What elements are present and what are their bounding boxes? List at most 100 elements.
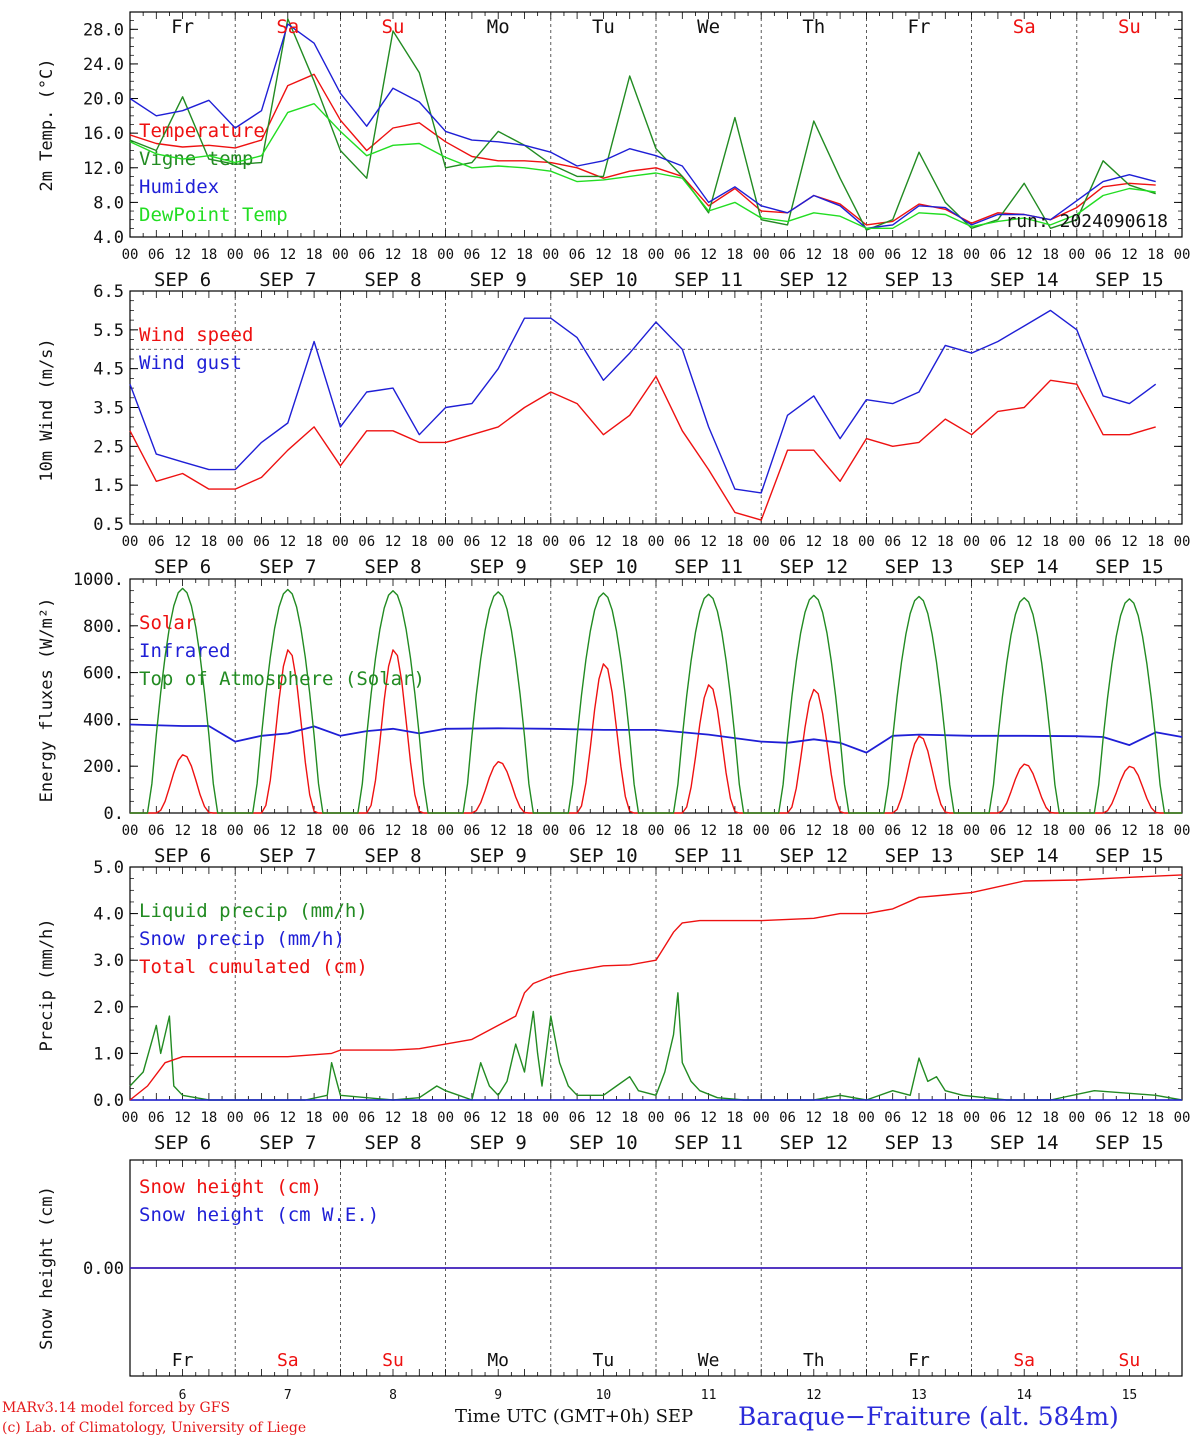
date-label: SEP 11 <box>674 1132 743 1154</box>
legend-entry: Solar <box>139 612 196 634</box>
hour-tick-label: 00 <box>1174 823 1191 839</box>
hour-tick-label: 18 <box>200 1110 217 1126</box>
hour-tick-label: 12 <box>700 1110 717 1126</box>
series-line-4-3 <box>129 874 1183 1101</box>
hour-tick-label: 12 <box>385 534 402 550</box>
hour-tick-label: 06 <box>779 534 796 550</box>
hour-tick-label: 00 <box>437 247 454 263</box>
hour-tick-label: 12 <box>174 534 191 550</box>
hour-tick-label: 00 <box>753 534 770 550</box>
hour-tick-label: 06 <box>253 534 270 550</box>
series-line-2-2 <box>129 309 1157 494</box>
x-axis-title: Time UTC (GMT+0h) SEP <box>455 1406 694 1427</box>
day-number-label: 13 <box>911 1388 927 1403</box>
hour-tick-label: 12 <box>1016 534 1033 550</box>
hour-tick-label: 06 <box>779 247 796 263</box>
hour-tick-label: 12 <box>1121 823 1138 839</box>
hour-tick-label: 06 <box>1095 534 1112 550</box>
hour-tick-label: 12 <box>1016 247 1033 263</box>
hour-tick-label: 00 <box>542 534 559 550</box>
hour-tick-label: 00 <box>542 1110 559 1126</box>
hour-tick-label: 12 <box>805 1110 822 1126</box>
day-number-label: 12 <box>806 1388 822 1403</box>
hour-tick-label: 00 <box>963 823 980 839</box>
hour-tick-label: 00 <box>122 534 139 550</box>
hour-tick-label: 00 <box>227 1110 244 1126</box>
hour-tick-label: 12 <box>174 1110 191 1126</box>
hour-tick-label: 18 <box>621 823 638 839</box>
legend-entry: Humidex <box>139 176 219 198</box>
y-tick-label: 800. <box>83 617 124 637</box>
hour-tick-label: 18 <box>832 1110 849 1126</box>
hour-tick-label: 06 <box>779 1110 796 1126</box>
hour-tick-label: 00 <box>332 534 349 550</box>
hour-tick-label: 12 <box>805 534 822 550</box>
panel-5: 0.00 Snow height (cm) Snow height (cm) Snow… <box>37 1159 1183 1403</box>
y-tick-label: 12.0 <box>83 159 124 179</box>
hour-tick-label: 00 <box>542 247 559 263</box>
hour-tick-label: 00 <box>122 1110 139 1126</box>
y-tick-label: 3.5 <box>93 399 124 419</box>
date-label: SEP 6 <box>154 269 211 291</box>
panel-1: 4.0 8.0 12.0 16.0 20.0 24.0 28.0 2m Temp. (°C) T… <box>37 11 1190 291</box>
hour-tick-label: 12 <box>385 247 402 263</box>
hour-tick-label: 18 <box>306 247 323 263</box>
hour-tick-label: 06 <box>148 534 165 550</box>
y-tick-label: 2.5 <box>93 437 124 457</box>
hour-tick-label: 18 <box>306 534 323 550</box>
date-label: SEP 13 <box>885 269 954 291</box>
hour-tick-label: 06 <box>569 247 586 263</box>
y-tick-label: 0.0 <box>93 1091 124 1111</box>
day-name-label: Th <box>802 16 825 38</box>
hour-tick-label: 18 <box>937 1110 954 1126</box>
day-number-label: 9 <box>494 1388 502 1403</box>
y-tick-label: 16.0 <box>83 124 124 144</box>
hour-tick-label: 18 <box>1042 247 1059 263</box>
day-name-label: Th <box>803 1350 825 1371</box>
hour-tick-label: 12 <box>595 823 612 839</box>
date-label: SEP 8 <box>364 269 421 291</box>
day-name-label: Fr <box>908 16 931 38</box>
hour-tick-label: 12 <box>279 1110 296 1126</box>
hour-tick-label: 18 <box>411 534 428 550</box>
hour-tick-label: 06 <box>463 534 480 550</box>
hour-tick-label: 18 <box>937 823 954 839</box>
hour-tick-label: 00 <box>332 823 349 839</box>
y-tick-label: 4.0 <box>93 905 124 925</box>
series-line-1-2 <box>129 18 1156 231</box>
hour-tick-label: 06 <box>358 823 375 839</box>
series-line-1-1 <box>129 73 1156 226</box>
hour-tick-label: 06 <box>674 1110 691 1126</box>
date-label: SEP 7 <box>259 1132 316 1154</box>
date-label: SEP 10 <box>569 556 638 578</box>
hour-tick-label: 06 <box>358 1110 375 1126</box>
hour-tick-label: 00 <box>122 823 139 839</box>
date-label: SEP 15 <box>1095 556 1164 578</box>
hour-tick-label: 12 <box>1121 534 1138 550</box>
hour-tick-label: 06 <box>358 534 375 550</box>
legend-entry: Wind speed <box>139 324 253 346</box>
hour-tick-label: 18 <box>1147 534 1164 550</box>
hour-tick-label: 06 <box>148 823 165 839</box>
hour-tick-label: 06 <box>674 247 691 263</box>
y-tick-label: 4.5 <box>93 360 124 380</box>
date-label: SEP 7 <box>259 845 316 867</box>
hour-tick-label: 12 <box>700 247 717 263</box>
hour-tick-label: 00 <box>227 247 244 263</box>
date-label: SEP 7 <box>259 269 316 291</box>
hour-tick-label: 00 <box>332 1110 349 1126</box>
y-axis-label: Snow height (cm) <box>37 1186 57 1350</box>
hour-tick-label: 18 <box>832 823 849 839</box>
hour-tick-label: 00 <box>858 534 875 550</box>
series-line-1-3 <box>129 23 1156 230</box>
day-name-label: Tu <box>592 16 615 38</box>
day-name-label: Mo <box>487 1350 509 1371</box>
hour-tick-label: 12 <box>700 534 717 550</box>
legend-entry: Snow height (cm) <box>139 1176 322 1198</box>
date-label: SEP 8 <box>364 1132 421 1154</box>
day-name-label: Sa <box>277 1350 299 1371</box>
hour-tick-label: 18 <box>516 247 533 263</box>
day-number-label: 7 <box>284 1388 292 1403</box>
hour-tick-label: 06 <box>569 823 586 839</box>
hour-tick-label: 00 <box>1068 823 1085 839</box>
